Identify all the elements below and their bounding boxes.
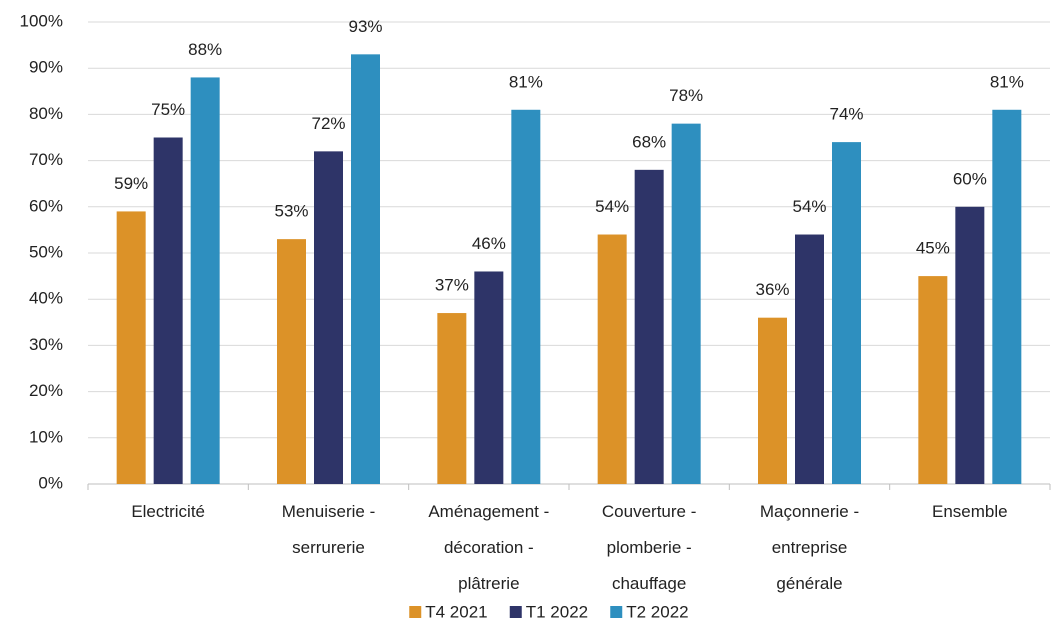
y-tick-label: 60% bbox=[29, 196, 63, 215]
y-tick-label: 0% bbox=[38, 473, 63, 492]
x-tick-label: Maçonnerie - entreprise générale bbox=[759, 502, 860, 593]
bar bbox=[758, 317, 787, 484]
legend-swatch bbox=[610, 606, 623, 618]
value-label: 78% bbox=[669, 86, 703, 105]
bar bbox=[832, 142, 861, 484]
value-label: 59% bbox=[114, 174, 148, 193]
legend-label: T2 2022 bbox=[626, 602, 688, 621]
bar bbox=[153, 137, 183, 484]
bar bbox=[634, 169, 664, 484]
value-label: 81% bbox=[509, 72, 543, 91]
value-label: 37% bbox=[435, 276, 469, 295]
y-tick-label: 100% bbox=[20, 11, 63, 30]
value-label: 36% bbox=[755, 280, 789, 299]
value-label: 74% bbox=[829, 105, 863, 124]
value-label: 46% bbox=[472, 234, 506, 253]
value-label: 75% bbox=[151, 100, 185, 119]
y-tick-label: 30% bbox=[29, 335, 63, 354]
bar bbox=[314, 151, 343, 485]
value-label: 53% bbox=[274, 202, 308, 221]
y-tick-label: 90% bbox=[29, 58, 63, 77]
x-tick-label: Electricité bbox=[131, 502, 205, 521]
x-tick-label: Menuiserie - serrurerie bbox=[281, 502, 376, 557]
bar bbox=[437, 313, 467, 484]
value-label: 68% bbox=[632, 132, 666, 151]
y-tick-label: 20% bbox=[29, 381, 63, 400]
bar bbox=[351, 54, 380, 485]
value-label: 54% bbox=[595, 197, 629, 216]
bar bbox=[474, 271, 504, 484]
y-tick-label: 40% bbox=[29, 289, 63, 308]
value-label: 81% bbox=[990, 72, 1024, 91]
value-label: 93% bbox=[348, 17, 382, 36]
value-label: 54% bbox=[792, 197, 826, 216]
x-tick-label: Ensemble bbox=[932, 502, 1008, 521]
bar bbox=[190, 77, 220, 484]
legend-swatch bbox=[509, 606, 522, 618]
x-tick-label: Couverture - plomberie - chauffage bbox=[601, 502, 697, 593]
y-tick-label: 80% bbox=[29, 104, 63, 123]
x-tick-label: Aménagement - décoration - plâtrerie bbox=[428, 502, 550, 593]
y-tick-label: 50% bbox=[29, 242, 63, 261]
legend-label: T1 2022 bbox=[526, 602, 588, 621]
value-label: 88% bbox=[188, 40, 222, 59]
bar bbox=[277, 239, 306, 484]
bar bbox=[116, 211, 146, 485]
value-label: 45% bbox=[916, 239, 950, 258]
bar bbox=[671, 123, 701, 484]
bar bbox=[955, 206, 985, 485]
value-label: 72% bbox=[311, 114, 345, 133]
bar bbox=[918, 276, 948, 484]
bar bbox=[511, 109, 541, 484]
legend-label: T4 2021 bbox=[425, 602, 487, 621]
bar bbox=[597, 234, 627, 484]
y-tick-label: 70% bbox=[29, 150, 63, 169]
legend-swatch bbox=[409, 606, 422, 618]
bar bbox=[992, 109, 1022, 484]
value-label: 60% bbox=[953, 169, 987, 188]
bar bbox=[795, 234, 824, 484]
y-tick-label: 10% bbox=[29, 427, 63, 446]
